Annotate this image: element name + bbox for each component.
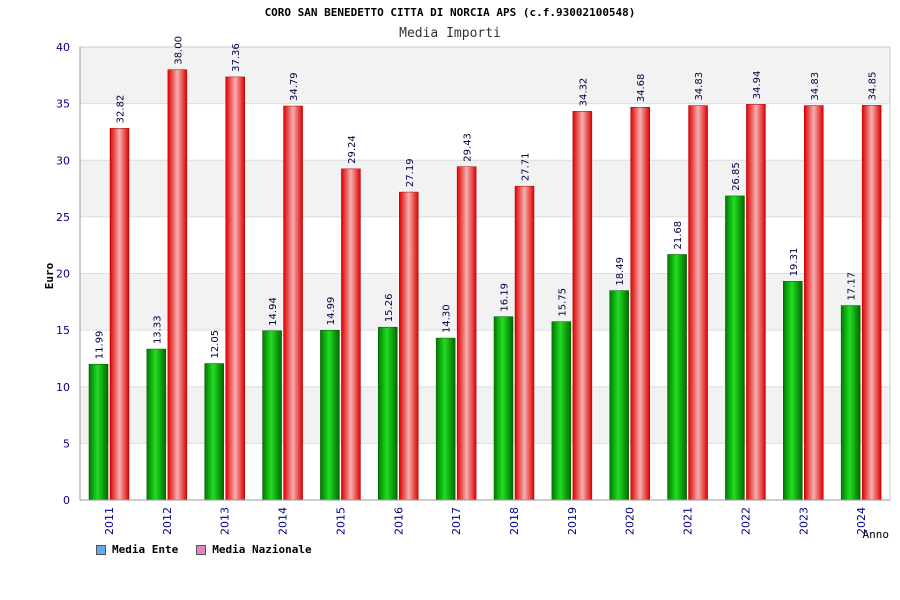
bar-media-ente [320, 329, 340, 501]
x-tick-label: 2023 [797, 507, 810, 535]
data-label-media-ente: 11.99 [95, 331, 106, 360]
data-label-media-nazionale: 29.43 [463, 133, 474, 162]
bar-media-nazionale [109, 128, 130, 501]
bar-media-ente [551, 321, 572, 501]
legend-swatch-nazionale [196, 544, 207, 555]
bar-media-nazionale [630, 106, 650, 501]
x-tick-label: 2019 [566, 507, 579, 535]
y-tick-label: 15 [56, 324, 70, 337]
data-label-media-ente: 19.31 [789, 248, 800, 277]
bar-media-nazionale [341, 168, 361, 501]
bar-media-nazionale [167, 69, 188, 501]
x-tick-label: 2013 [219, 507, 232, 535]
data-label-media-ente: 13.33 [152, 315, 163, 344]
bar-media-nazionale [399, 191, 419, 501]
data-label-media-nazionale: 34.83 [694, 72, 705, 101]
data-label-media-ente: 18.49 [615, 257, 626, 286]
grid-band [80, 443, 890, 500]
bar-media-nazionale [283, 105, 303, 501]
bar-media-nazionale [688, 105, 708, 501]
bar-media-ente [378, 326, 398, 501]
x-tick-label: 2018 [508, 507, 521, 535]
legend-label-nazionale: Media Nazionale [212, 543, 312, 556]
data-label-media-nazionale: 34.32 [578, 78, 589, 107]
bar-media-ente [435, 337, 456, 501]
bar-media-nazionale [746, 104, 766, 501]
x-tick-label: 2017 [450, 507, 463, 535]
legend-item-nazionale: Media Nazionale [196, 543, 312, 556]
legend-swatch-ente [96, 544, 106, 555]
x-tick-label: 2020 [624, 507, 637, 535]
y-tick-label: 20 [56, 268, 70, 281]
data-label-media-ente: 26.85 [731, 162, 742, 191]
bar-media-nazionale [572, 111, 593, 501]
bar-media-ente [667, 254, 687, 501]
legend: Media Ente Media Nazionale [96, 543, 312, 556]
x-tick-label: 2012 [161, 507, 174, 535]
y-tick-label: 10 [56, 381, 70, 394]
data-label-media-ente: 14.30 [442, 304, 453, 333]
legend-label-ente: Media Ente [112, 543, 179, 556]
data-label-media-ente: 14.94 [268, 297, 279, 326]
bar-media-ente [146, 348, 167, 501]
y-tick-label: 40 [56, 41, 70, 54]
bar-media-nazionale [514, 185, 535, 501]
data-label-media-nazionale: 34.68 [636, 74, 647, 103]
grid-band [80, 160, 890, 217]
chart-subtitle: Media Importi [399, 26, 501, 41]
data-label-media-ente: 15.75 [557, 288, 568, 317]
x-tick-label: 2015 [334, 507, 347, 535]
y-tick-label: 5 [63, 437, 70, 450]
x-tick-label: 2022 [739, 507, 752, 535]
data-label-media-nazionale: 34.83 [810, 72, 821, 101]
bar-media-ente [204, 363, 224, 501]
legend-item-ente: Media Ente [96, 543, 178, 556]
data-label-media-nazionale: 37.36 [231, 43, 242, 72]
grid-band [80, 216, 890, 274]
data-label-media-ente: 15.26 [384, 294, 395, 323]
x-tick-label: 2016 [392, 507, 405, 535]
bar-media-nazionale [861, 105, 882, 501]
grid-band [80, 386, 890, 444]
data-label-media-nazionale: 32.82 [116, 95, 127, 124]
grid-band [80, 330, 890, 387]
data-label-media-nazionale: 34.85 [868, 72, 879, 101]
y-tick-label: 30 [56, 154, 70, 167]
data-label-media-nazionale: 34.79 [289, 72, 300, 101]
data-label-media-nazionale: 27.19 [405, 158, 416, 187]
grid-band [80, 273, 890, 331]
data-label-media-ente: 17.17 [847, 272, 858, 301]
data-label-media-ente: 16.19 [500, 283, 511, 312]
x-tick-label: 2021 [682, 507, 695, 535]
x-tick-label: 2011 [103, 507, 116, 535]
data-label-media-nazionale: 34.94 [752, 71, 763, 100]
bar-media-ente [262, 330, 282, 501]
x-axis-label: Anno [863, 528, 890, 541]
data-label-media-nazionale: 38.00 [173, 36, 184, 65]
y-tick-label: 0 [63, 494, 70, 507]
bar-media-nazionale [804, 105, 824, 501]
bar-media-nazionale [456, 166, 477, 501]
bar-media-ente [88, 363, 109, 501]
bar-media-ente [725, 195, 745, 501]
y-axis-label: Euro [43, 262, 56, 289]
y-tick-label: 25 [56, 211, 70, 224]
bar-media-ente [783, 281, 803, 501]
x-tick-label: 2024 [855, 507, 868, 535]
bar-media-ente [493, 316, 514, 501]
data-label-media-ente: 21.68 [673, 221, 684, 250]
data-label-media-ente: 14.99 [326, 297, 337, 326]
data-label-media-nazionale: 29.24 [347, 135, 358, 164]
data-label-media-nazionale: 27.71 [521, 153, 532, 182]
bar-media-ente [840, 305, 861, 501]
grid-band [80, 103, 890, 161]
bar-media-nazionale [225, 76, 245, 501]
data-label-media-ente: 12.05 [210, 330, 221, 359]
grid-band [80, 47, 890, 104]
y-tick-label: 35 [56, 98, 70, 111]
chart-title: CORO SAN BENEDETTO CITTA DI NORCIA APS (… [264, 6, 636, 19]
bar-media-ente [609, 290, 629, 501]
x-tick-label: 2014 [277, 507, 290, 535]
